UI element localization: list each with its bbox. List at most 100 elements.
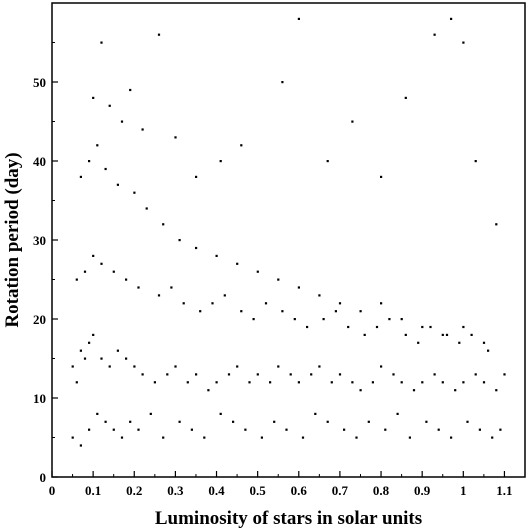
data-point [421,381,424,384]
data-point [260,436,263,439]
data-point [133,191,136,194]
data-point [100,41,103,44]
data-point [269,381,272,384]
data-point [125,357,128,360]
data-point [88,341,91,344]
data-point [355,436,358,439]
y-tick-label: 0 [40,470,47,485]
data-point [116,349,119,352]
data-point [195,175,198,178]
data-point [326,160,329,163]
data-point [92,333,95,336]
data-point [277,365,280,368]
data-point [227,373,231,376]
data-point [318,365,321,368]
data-point [207,389,210,392]
data-point [120,120,124,123]
data-point [79,175,82,178]
data-point [96,144,99,147]
data-point [219,160,222,163]
data-point [277,278,280,281]
x-tick-label: 0.1 [85,483,101,498]
data-point [306,325,309,329]
data-point [474,373,477,376]
x-tick-label: 0.8 [373,483,390,498]
data-point [133,365,136,368]
data-point [503,373,506,376]
data-point [380,365,383,368]
data-point [252,318,255,321]
data-point [285,428,288,431]
data-point [347,325,350,329]
y-tick-label: 20 [33,312,46,327]
data-point [380,302,383,305]
data-point [363,333,366,336]
data-point [240,310,243,313]
data-point [240,144,243,147]
data-point [470,333,473,336]
data-point [153,381,156,384]
x-axis-ticks: 0 0.1 0.2 0.3 0.4 0.5 0.6 0.7 0.8 0.9 1 1.1 [49,471,513,498]
y-tick-label: 30 [33,233,46,248]
data-point [412,389,416,392]
data-point [293,318,296,321]
y-axis-ticks: 0 10 20 30 40 50 [33,42,58,485]
y-tick-label: 50 [33,75,46,90]
data-point [223,294,226,297]
data-point [100,262,103,265]
data-points [71,17,506,447]
data-point [215,254,218,257]
data-point [211,302,214,305]
plot-frame [51,2,526,478]
data-point [351,381,354,384]
x-tick-label: 1 [460,483,467,498]
data-point [157,33,161,36]
x-tick-label: 0.5 [250,483,267,498]
data-point [429,325,432,329]
data-point [129,88,132,92]
data-point [330,381,333,384]
data-point [129,420,132,423]
data-point [466,420,469,423]
data-point [408,436,411,439]
data-point [495,389,498,392]
y-axis-label: Rotation period (day) [2,152,23,327]
data-point [162,223,165,226]
data-point [359,310,362,313]
data-point [462,325,465,329]
data-point [256,270,259,273]
data-point [120,436,124,439]
data-point [482,341,486,344]
data-point [141,373,144,376]
data-point [248,381,251,384]
data-point [297,286,300,289]
x-tick-label: 0.7 [332,483,349,498]
data-point [195,246,198,250]
data-point [244,428,247,431]
data-point [203,436,206,439]
data-point [219,412,222,415]
x-tick-label: 0.4 [208,483,225,498]
data-point [417,341,420,344]
data-point [367,420,370,423]
data-point [392,373,395,376]
y-tick-label: 40 [33,154,46,169]
data-point [104,167,107,171]
data-point [334,310,337,313]
x-tick-label: 0.6 [291,483,308,498]
data-point [125,278,128,281]
data-point [88,428,91,431]
data-point [174,365,177,368]
data-point [314,412,317,415]
data-point [145,207,148,210]
data-point [491,436,494,439]
data-point [100,357,103,360]
data-point [375,325,379,329]
data-point [384,428,387,431]
data-point [495,223,498,226]
data-point [186,381,189,384]
data-point [174,136,177,139]
data-point [75,381,78,384]
data-point [182,302,185,305]
